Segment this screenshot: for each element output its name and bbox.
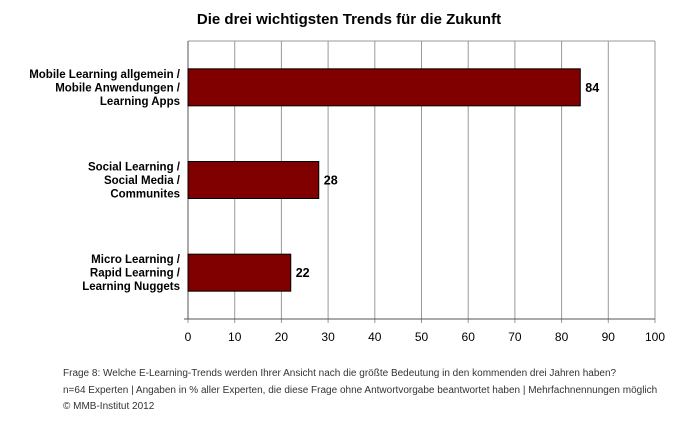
x-tick-label-20: 20 — [275, 330, 289, 344]
x-tick-label-100: 100 — [645, 330, 665, 344]
bar-chart: Die drei wichtigsten Trends für die Zuku… — [29, 11, 666, 344]
category-label-0: Mobile Learning allgemein / Mobile Anwend… — [29, 69, 181, 108]
x-tick-label-10: 10 — [228, 330, 242, 344]
chart-footnotes: Frage 8: Welche E-Learning-Trends werden… — [63, 366, 657, 416]
chart-category-labels: Mobile Learning allgemein / Mobile Anwend… — [29, 69, 181, 293]
footnote-copyright: © MMB-Institut 2012 — [63, 401, 155, 412]
x-tick-label-50: 50 — [415, 330, 429, 344]
x-tick-label-0: 0 — [185, 330, 192, 344]
chart-x-axis-ticks: 0 10 20 30 40 50 60 70 80 90 100 — [185, 330, 666, 344]
chart-title: Die drei wichtigsten Trends für die Zuku… — [197, 11, 501, 28]
x-tick-label-40: 40 — [368, 330, 382, 344]
bar-1 — [187, 161, 320, 199]
x-tick-label-70: 70 — [508, 330, 522, 344]
bar-2 — [187, 253, 292, 292]
footnote-sample: n=64 Experten | Angaben in % aller Exper… — [63, 384, 658, 396]
x-tick-label-80: 80 — [555, 330, 569, 344]
category-label-1: Social Learning / Social Media / Communite… — [88, 162, 181, 201]
bar-value-label-1: 28 — [324, 174, 338, 188]
bar-value-label-2: 22 — [296, 266, 310, 280]
x-tick-label-90: 90 — [602, 330, 616, 344]
chart-bars: 84 28 22 — [187, 68, 599, 292]
x-tick-label-30: 30 — [321, 330, 335, 344]
category-label-2: Micro Learning / Rapid Learning / Learning… — [82, 254, 181, 293]
footnote-question: Frage 8: Welche E-Learning-Trends werden… — [63, 368, 617, 379]
bar-value-label-0: 84 — [585, 81, 599, 95]
bar-0 — [187, 68, 581, 107]
x-tick-label-60: 60 — [462, 330, 476, 344]
